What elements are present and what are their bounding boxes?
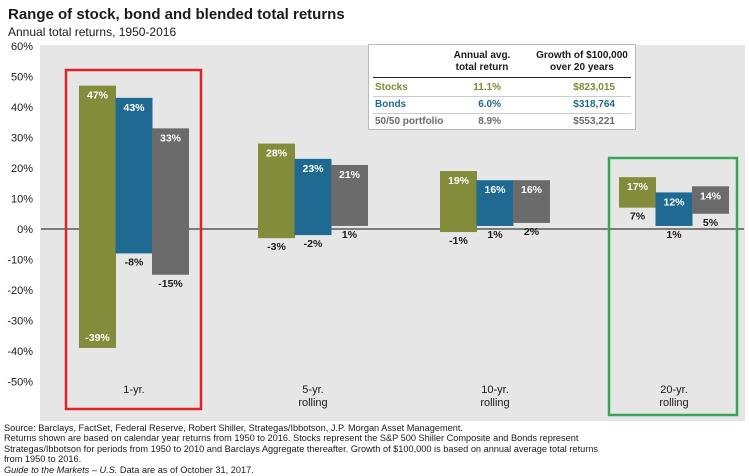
bar-max-label: 28% [266, 148, 288, 160]
bar-max-label: 23% [302, 163, 324, 175]
bar-min-label: -8% [125, 256, 144, 268]
bar-50-50-portfolio [513, 180, 550, 223]
bar-max-label: 16% [521, 184, 543, 196]
bar-min-label: 1% [487, 229, 503, 241]
table-header-growth-line2: over 20 years [550, 62, 614, 73]
bar-min-label: 5% [703, 217, 719, 229]
y-tick-label: 0% [17, 224, 33, 236]
y-tick-label: -50% [7, 377, 33, 389]
bar-min-label: 2% [524, 226, 540, 238]
bar-bonds [655, 192, 693, 226]
bar-stocks [619, 177, 656, 208]
bar-max-label: 47% [87, 90, 109, 102]
y-tick-label: 40% [11, 102, 33, 114]
x-category-label: rolling [298, 397, 327, 409]
y-tick-label: -20% [7, 285, 33, 297]
footnote-line: Strategas/Ibbotson for periods from 1950… [4, 443, 598, 454]
bar-max-label: 17% [627, 181, 649, 193]
bar-min-label: -15% [158, 278, 183, 290]
bar-min-label: -3% [267, 241, 286, 253]
footnote: Source: Barclays, FactSet, Federal Reser… [4, 423, 744, 475]
bar-50-50-portfolio [331, 164, 368, 226]
bar-max-label: 14% [700, 190, 722, 202]
row-growth: $553,221 [573, 116, 615, 127]
table-row: 50/50 portfolio 8.9% $553,221 [369, 116, 635, 130]
footnote-line: from 1950 to 2016. [4, 454, 82, 465]
highlight-box-1yr [64, 68, 203, 411]
table-row-divider [373, 113, 631, 114]
bar-bonds [115, 97, 153, 254]
row-avg: 8.9% [478, 116, 501, 127]
row-name: Stocks [375, 82, 408, 93]
bar-min-label: 1% [342, 229, 358, 241]
bar-max-label: 33% [160, 132, 182, 144]
guide-title: Guide to the Markets – U.S. [4, 464, 118, 475]
table-row: Bonds 6.0% $318,764 [369, 99, 635, 113]
x-category-label: rolling [659, 397, 688, 409]
table-header-divider [373, 77, 631, 78]
y-tick-label: 10% [11, 194, 33, 206]
row-growth: $823,015 [573, 82, 615, 93]
table-row-divider [373, 96, 631, 97]
y-tick-label: 50% [11, 72, 33, 84]
table-header-growth-line1: Growth of $100,000 [536, 50, 628, 61]
y-tick-label: 60% [11, 41, 33, 53]
table-row: Stocks 11.1% $823,015 [369, 82, 635, 96]
bar-bonds [476, 180, 514, 226]
x-category-label: 1-yr. [123, 384, 144, 396]
table-header-avg: Annual avg. total return [447, 50, 517, 74]
data-date: Data are as of October 31, 2017. [117, 464, 254, 475]
bar-stocks [440, 171, 477, 233]
summary-table: Annual avg. total return Growth of $100,… [368, 44, 636, 130]
bar-min-label: -39% [85, 332, 110, 344]
bar-min-label: -2% [304, 238, 323, 250]
row-avg: 11.1% [473, 82, 501, 93]
table-header-growth: Growth of $100,000 over 20 years [529, 50, 635, 74]
bar-50-50-portfolio [692, 186, 729, 214]
bar-min-label: 7% [630, 211, 646, 223]
highlight-box-20yr [607, 156, 739, 417]
bar-min-label: -1% [449, 235, 468, 247]
x-category-label: 10-yr. [481, 384, 509, 396]
y-tick-label: 30% [11, 133, 33, 145]
footnote-source: Source: Barclays, FactSet, Federal Reser… [4, 423, 463, 433]
bar-max-label: 12% [663, 196, 685, 208]
x-category-label: 5-yr. [302, 384, 323, 396]
chart-subtitle: Annual total returns, 1950-2016 [8, 25, 177, 39]
bar-min-label: 1% [666, 229, 682, 241]
row-name: 50/50 portfolio [375, 116, 444, 127]
bar-50-50-portfolio [152, 128, 189, 275]
chart-title: Range of stock, bond and blended total r… [8, 6, 345, 23]
x-category-label: rolling [480, 397, 509, 409]
row-growth: $318,764 [573, 99, 615, 110]
bar-max-label: 21% [339, 169, 361, 181]
y-tick-label: -10% [7, 255, 33, 267]
bar-stocks [79, 85, 116, 348]
bar-max-label: 43% [123, 102, 145, 114]
row-avg: 6.0% [478, 99, 501, 110]
bar-bonds [294, 158, 332, 236]
table-header-avg-line2: total return [455, 62, 509, 73]
row-name: Bonds [375, 99, 407, 110]
y-tick-label: 20% [11, 163, 33, 175]
y-tick-label: -30% [7, 316, 33, 328]
bar-max-label: 16% [484, 184, 506, 196]
bar-stocks [258, 143, 295, 239]
bar-max-label: 19% [448, 175, 470, 187]
footnote-line: Returns shown are based on calendar year… [4, 433, 579, 444]
footnote-date: Guide to the Markets – U.S. Data are as … [4, 465, 744, 475]
y-tick-label: -40% [7, 346, 33, 358]
table-header-avg-line1: Annual avg. [453, 50, 511, 61]
x-category-label: 20-yr. [660, 384, 688, 396]
